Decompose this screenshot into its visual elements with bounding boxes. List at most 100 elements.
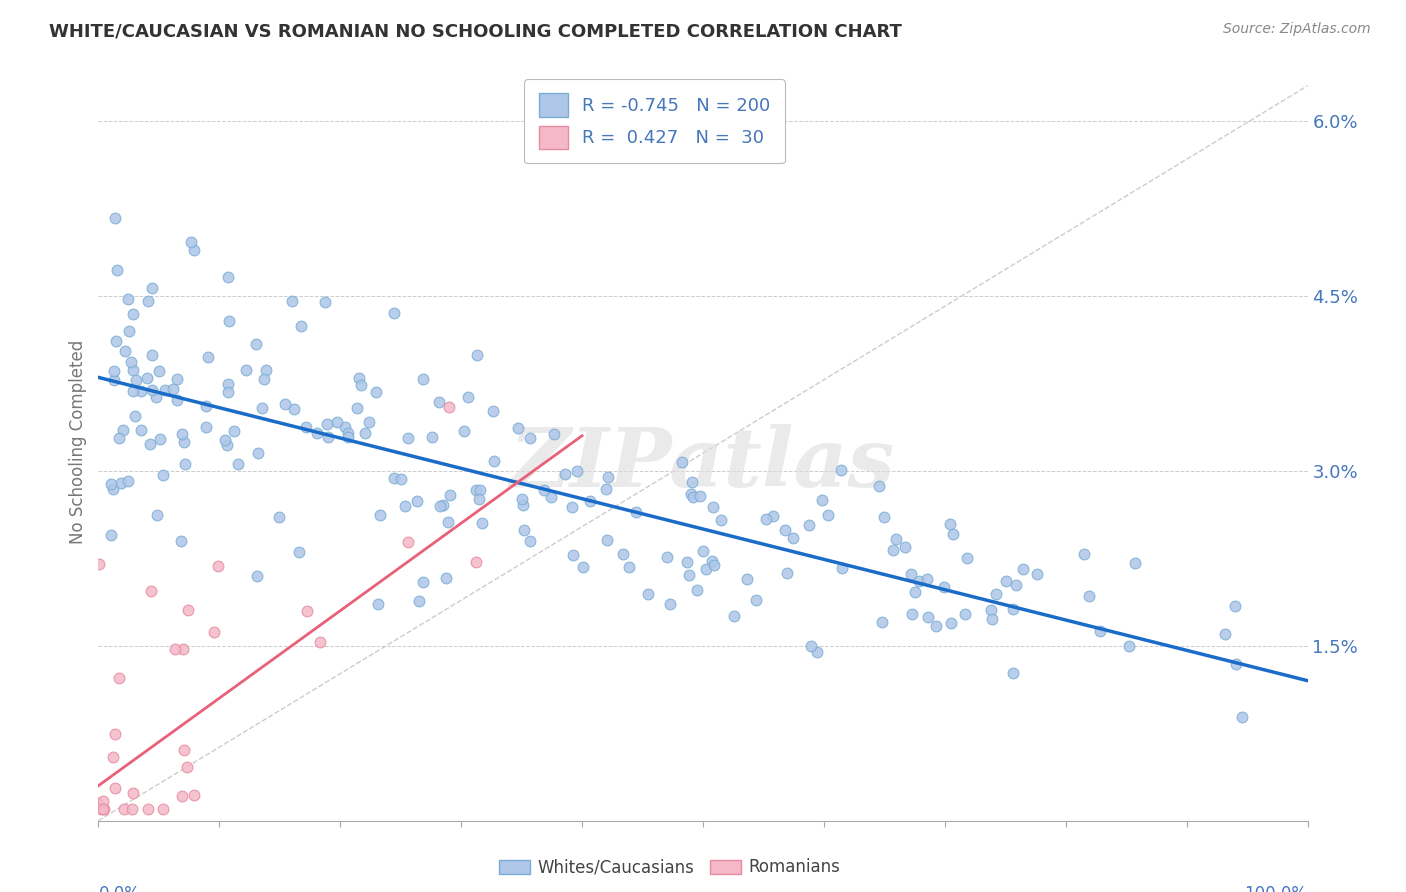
Point <box>596 533 619 548</box>
Point <box>333 419 356 434</box>
Point <box>87 796 110 810</box>
Point <box>202 624 225 639</box>
Point <box>108 431 131 445</box>
Point <box>105 263 128 277</box>
Point <box>595 483 617 497</box>
Point <box>122 786 145 800</box>
Point <box>519 534 541 549</box>
Point <box>1213 627 1236 641</box>
Point <box>91 802 114 816</box>
Point <box>145 390 167 404</box>
Point <box>138 294 160 309</box>
Point <box>290 318 312 333</box>
Point <box>112 802 135 816</box>
Point <box>939 517 962 532</box>
Point <box>120 355 142 369</box>
Point <box>172 789 194 804</box>
Text: Source: ZipAtlas.com: Source: ZipAtlas.com <box>1223 22 1371 37</box>
Point <box>288 545 311 559</box>
Point <box>325 415 347 429</box>
Point <box>776 566 799 580</box>
Point <box>245 336 267 351</box>
Point <box>367 597 389 611</box>
Point <box>685 582 707 597</box>
Point <box>124 409 146 423</box>
Point <box>218 314 240 328</box>
Point <box>281 294 304 309</box>
Point <box>980 603 1002 617</box>
Point <box>986 587 1008 601</box>
Text: WHITE/CAUCASIAN VS ROMANIAN NO SCHOOLING COMPLETED CORRELATION CHART: WHITE/CAUCASIAN VS ROMANIAN NO SCHOOLING… <box>49 22 903 40</box>
Point <box>702 500 724 514</box>
Point <box>153 384 176 398</box>
Point <box>114 344 136 359</box>
Point <box>894 540 917 554</box>
Point <box>692 544 714 558</box>
Point <box>148 364 170 378</box>
Point <box>146 508 169 522</box>
Point <box>554 467 576 482</box>
Point <box>122 307 145 321</box>
Point <box>868 479 890 493</box>
Point <box>412 372 434 386</box>
Point <box>253 372 276 386</box>
Point <box>1225 657 1247 671</box>
Point <box>217 376 239 391</box>
Point <box>506 420 529 434</box>
Point <box>1002 602 1025 616</box>
Point <box>655 550 678 565</box>
Point <box>382 306 405 320</box>
Point <box>1123 557 1146 571</box>
Point <box>129 384 152 399</box>
Point <box>1230 710 1253 724</box>
Point <box>671 455 693 469</box>
Point <box>105 334 128 348</box>
Point <box>1088 624 1111 638</box>
Point <box>1005 578 1028 592</box>
Point <box>162 383 184 397</box>
Point <box>117 292 139 306</box>
Point <box>617 560 640 574</box>
Point <box>800 639 823 653</box>
Point <box>353 426 375 441</box>
Point <box>103 373 125 387</box>
Point <box>295 420 318 434</box>
Point <box>104 727 127 741</box>
Point <box>681 475 703 489</box>
Point <box>90 802 112 816</box>
Point <box>432 498 454 512</box>
Point <box>346 401 368 416</box>
Point <box>1223 599 1246 614</box>
Point <box>93 802 115 816</box>
Point <box>141 281 163 295</box>
Point <box>1001 665 1024 680</box>
Point <box>695 562 717 576</box>
Point <box>350 378 373 392</box>
Point <box>512 523 534 537</box>
Point <box>267 510 290 524</box>
Point <box>953 607 976 622</box>
Point <box>250 401 273 415</box>
Point <box>907 574 929 588</box>
Point <box>316 417 339 431</box>
Point <box>172 427 194 442</box>
Point <box>512 492 534 507</box>
Point <box>703 558 725 573</box>
Point <box>723 609 745 624</box>
Point <box>939 616 962 631</box>
Point <box>389 472 412 486</box>
Point <box>104 781 127 796</box>
Point <box>273 397 295 411</box>
Point <box>932 580 955 594</box>
Point <box>122 363 145 377</box>
Point <box>121 384 143 398</box>
Point <box>382 471 405 485</box>
Point <box>118 324 141 338</box>
Point <box>745 593 768 607</box>
Point <box>519 431 541 445</box>
Point <box>682 491 704 505</box>
Point <box>215 438 238 452</box>
Point <box>882 543 904 558</box>
Point <box>121 802 143 816</box>
Point <box>107 672 129 686</box>
